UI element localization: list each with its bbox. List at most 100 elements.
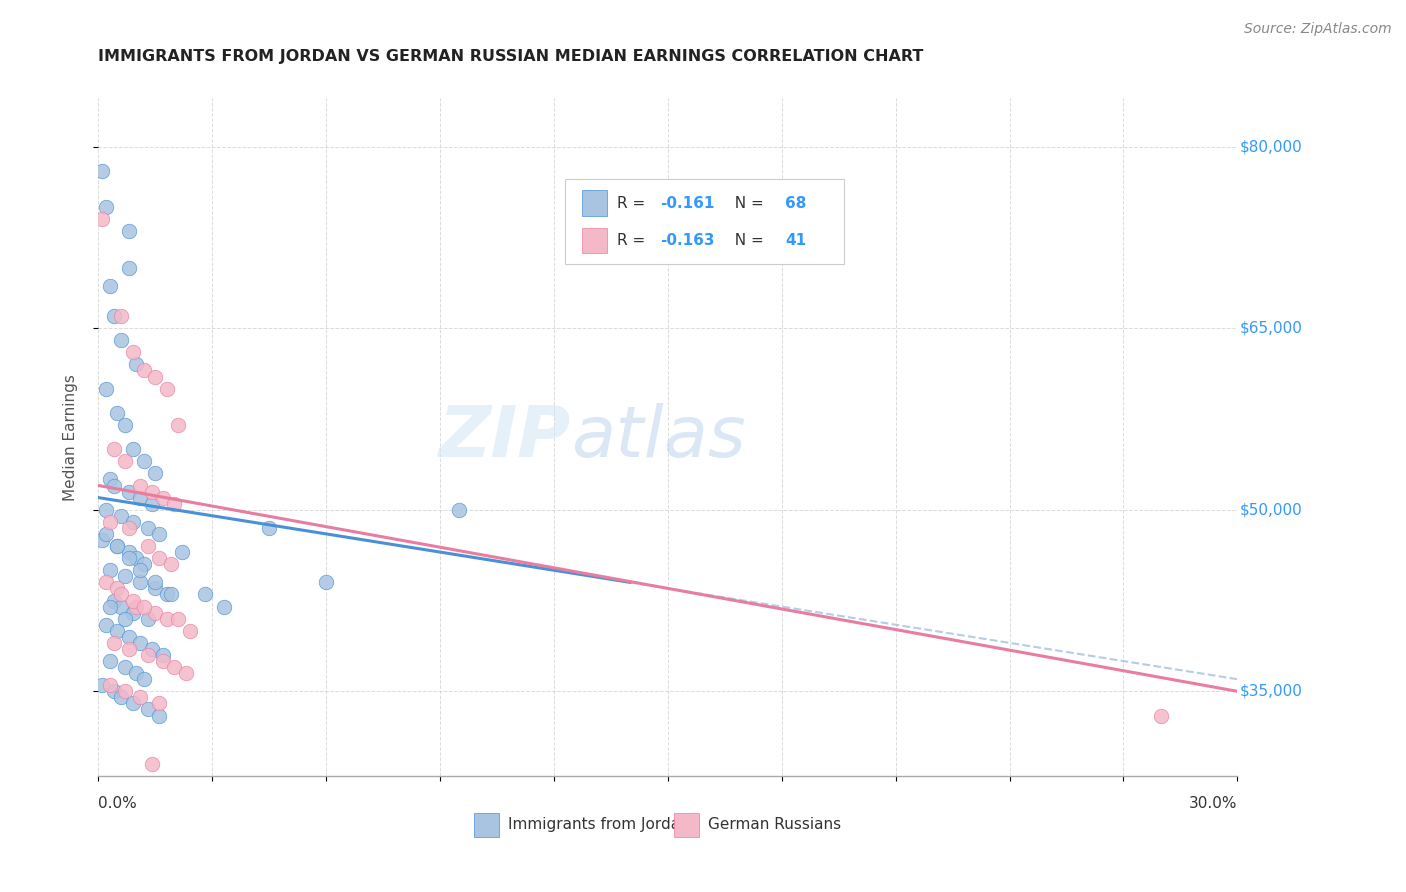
Text: atlas: atlas [571, 402, 745, 472]
Point [125, 599, 148, 614]
Point [152, 491, 174, 505]
Point [449, 502, 471, 516]
Point [94, 527, 117, 541]
Point [212, 599, 235, 614]
Point [1150, 708, 1173, 723]
Point [118, 642, 141, 657]
Point [121, 442, 143, 457]
Point [156, 612, 179, 626]
Point [107, 539, 129, 553]
Point [118, 484, 141, 499]
Point [114, 417, 136, 432]
Text: 30.0%: 30.0% [1189, 797, 1237, 812]
Text: R =: R = [617, 195, 650, 211]
Point [145, 467, 167, 481]
Point [125, 358, 148, 372]
Text: N =: N = [725, 195, 769, 211]
Point [163, 660, 186, 674]
Point [152, 648, 174, 662]
FancyBboxPatch shape [565, 179, 845, 264]
Point [91, 678, 114, 692]
Point [125, 666, 148, 681]
Point [121, 345, 143, 359]
Point [259, 521, 281, 535]
Point [98, 278, 121, 293]
Point [141, 484, 163, 499]
Point [114, 660, 136, 674]
Point [163, 497, 186, 511]
Point [148, 551, 170, 566]
Point [94, 200, 117, 214]
Point [98, 599, 121, 614]
Point [159, 557, 181, 572]
Bar [582, 227, 607, 253]
Text: ZIP: ZIP [439, 402, 571, 472]
Point [103, 478, 125, 492]
Point [121, 697, 143, 711]
Point [141, 497, 163, 511]
Point [145, 606, 167, 620]
Point [94, 617, 117, 632]
Point [98, 678, 121, 692]
Point [714, 781, 737, 796]
Point [114, 569, 136, 583]
Text: $50,000: $50,000 [1240, 502, 1302, 517]
Point [98, 563, 121, 577]
Point [121, 606, 143, 620]
Point [91, 533, 114, 547]
Text: $35,000: $35,000 [1240, 684, 1302, 698]
Point [91, 212, 114, 227]
Point [114, 612, 136, 626]
Y-axis label: Median Earnings: Median Earnings [63, 374, 77, 500]
Point [110, 508, 132, 523]
Point [98, 473, 121, 487]
Point [110, 309, 132, 323]
Point [94, 382, 117, 396]
Point [118, 521, 141, 535]
Point [132, 599, 155, 614]
Point [132, 672, 155, 686]
Point [118, 224, 141, 238]
Point [98, 515, 121, 529]
Text: German Russians: German Russians [707, 817, 841, 832]
Point [159, 587, 181, 601]
Point [125, 551, 148, 566]
Text: 41: 41 [785, 233, 806, 248]
Text: 68: 68 [785, 195, 807, 211]
Point [148, 527, 170, 541]
Point [141, 756, 163, 771]
Text: -0.161: -0.161 [659, 195, 714, 211]
Text: N =: N = [725, 233, 769, 248]
Text: -0.163: -0.163 [659, 233, 714, 248]
Point [129, 478, 152, 492]
Point [132, 363, 155, 377]
Text: $80,000: $80,000 [1240, 139, 1302, 154]
Point [94, 502, 117, 516]
Point [141, 642, 163, 657]
Point [148, 708, 170, 723]
Point [167, 417, 190, 432]
Point [152, 654, 174, 668]
Point [110, 333, 132, 347]
Point [103, 593, 125, 607]
Text: 0.0%: 0.0% [98, 797, 138, 812]
Point [132, 454, 155, 468]
Point [136, 539, 159, 553]
Text: Source: ZipAtlas.com: Source: ZipAtlas.com [1244, 22, 1392, 37]
Point [107, 539, 129, 553]
Point [110, 690, 132, 705]
Text: R =: R = [617, 233, 650, 248]
Point [103, 684, 125, 698]
Text: IMMIGRANTS FROM JORDAN VS GERMAN RUSSIAN MEDIAN EARNINGS CORRELATION CHART: IMMIGRANTS FROM JORDAN VS GERMAN RUSSIAN… [98, 49, 924, 64]
Point [118, 545, 141, 559]
Point [179, 624, 201, 638]
Point [118, 551, 141, 566]
Point [194, 587, 217, 601]
Point [91, 163, 114, 178]
Point [94, 575, 117, 590]
Point [156, 587, 179, 601]
Point [136, 648, 159, 662]
Point [148, 697, 170, 711]
Point [129, 491, 152, 505]
Point [145, 575, 167, 590]
